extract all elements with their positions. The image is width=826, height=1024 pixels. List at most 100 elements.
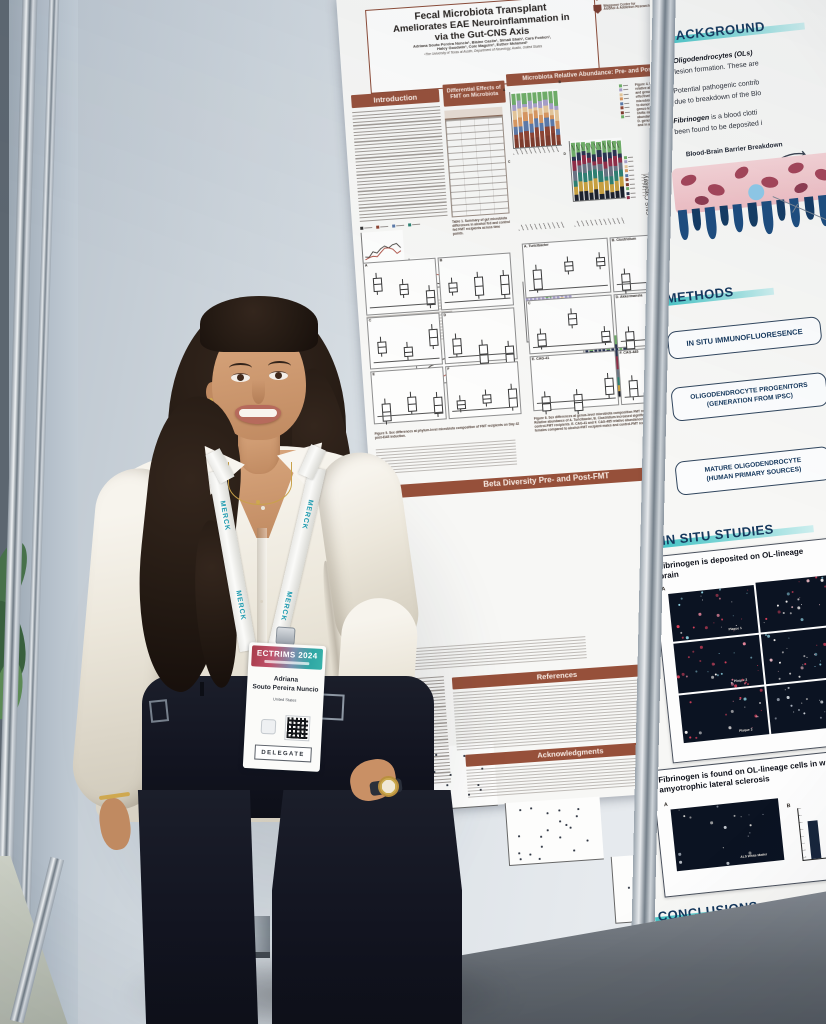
decor <box>589 192 595 200</box>
decor <box>547 91 553 104</box>
decor <box>778 677 781 680</box>
decor <box>791 606 794 609</box>
decor <box>546 829 549 831</box>
figure5-caption: Figure 5. Sex differences at phylum-leve… <box>375 422 528 476</box>
decor <box>558 809 560 812</box>
decor <box>535 137 541 147</box>
study-box-ms-brain: Fibrinogen is deposited on OL-lineage br… <box>651 535 826 764</box>
decor <box>630 387 638 389</box>
plaque3-label: Plaque 3 <box>738 727 753 733</box>
decor <box>572 170 578 181</box>
decor <box>380 225 389 228</box>
decor <box>620 106 630 110</box>
decor <box>540 139 546 147</box>
decor <box>512 110 518 121</box>
decor <box>537 332 547 347</box>
decor <box>519 809 521 811</box>
microscopy-panel <box>766 678 826 734</box>
decor <box>806 579 810 582</box>
decor <box>595 257 606 267</box>
decor <box>781 651 784 654</box>
decor: E <box>370 366 447 425</box>
decor <box>541 395 552 412</box>
decor <box>816 644 818 646</box>
decor <box>722 847 725 849</box>
table-body <box>444 115 510 218</box>
decor <box>626 191 636 195</box>
decor <box>568 318 576 320</box>
decor <box>713 622 715 624</box>
decor: E <box>372 372 376 377</box>
decor <box>797 598 800 601</box>
decor <box>626 196 637 200</box>
method1-label: IN SITU IMMUNOFLUORESENCE <box>686 327 804 349</box>
decor <box>624 160 634 164</box>
decor: B <box>439 258 443 263</box>
introduction-text-block <box>352 106 448 224</box>
decor <box>778 661 782 664</box>
decor <box>573 186 579 196</box>
decor <box>748 814 750 816</box>
decor <box>523 121 529 131</box>
decor <box>559 820 561 823</box>
decor <box>695 670 698 673</box>
decor <box>550 133 556 146</box>
smile <box>235 405 281 424</box>
badge-subtitle-line <box>264 659 310 665</box>
badge-attendee-name: Adriana Souto Pereira Nuncio <box>247 674 325 696</box>
decor <box>619 92 629 96</box>
decor <box>377 341 388 354</box>
decor <box>619 92 623 96</box>
decor <box>412 223 421 226</box>
decor <box>521 93 527 104</box>
decor <box>376 224 389 230</box>
decor <box>372 277 383 292</box>
decor <box>619 97 623 101</box>
decor <box>629 183 635 185</box>
decor <box>678 603 681 606</box>
decor: B. Clostridium <box>611 236 637 243</box>
decor <box>620 110 631 114</box>
decor <box>618 83 629 87</box>
belt-loop <box>200 682 204 696</box>
decor <box>601 335 610 337</box>
decor <box>524 130 530 141</box>
decor <box>715 593 719 597</box>
decor <box>517 108 523 118</box>
decor <box>819 660 822 662</box>
decor <box>575 815 578 817</box>
decor <box>625 178 635 182</box>
decor <box>760 709 763 712</box>
decor <box>819 716 823 719</box>
decor <box>529 137 535 147</box>
decor <box>457 404 465 406</box>
decor <box>516 100 522 109</box>
dell-med-shield-icon <box>592 0 601 1</box>
eyebrow-right <box>268 361 291 371</box>
table1-caption-text: Table 1. Summary of gut microbiota diffe… <box>451 216 511 237</box>
decor <box>605 385 613 387</box>
decor <box>739 696 741 699</box>
decor <box>788 637 790 639</box>
decor <box>733 814 736 818</box>
decor <box>574 195 579 201</box>
watch-face <box>378 776 399 797</box>
decor <box>619 97 630 101</box>
decor <box>757 716 759 718</box>
decor <box>599 193 605 200</box>
section-differential-header: Differential Effects of FMT on Microbiot… <box>442 80 506 107</box>
decor <box>428 329 439 347</box>
decor <box>619 88 623 92</box>
merck-logo-text: MERCK <box>279 590 293 622</box>
microscopy-panel: Plaque 3 <box>678 686 770 744</box>
decor <box>626 196 630 200</box>
decor <box>798 581 801 583</box>
decor <box>785 600 788 603</box>
decor <box>720 672 724 676</box>
decor: F <box>447 367 450 372</box>
decor <box>699 659 702 662</box>
decor <box>698 731 702 735</box>
necklace-pearl <box>261 506 265 510</box>
decor <box>538 338 546 341</box>
